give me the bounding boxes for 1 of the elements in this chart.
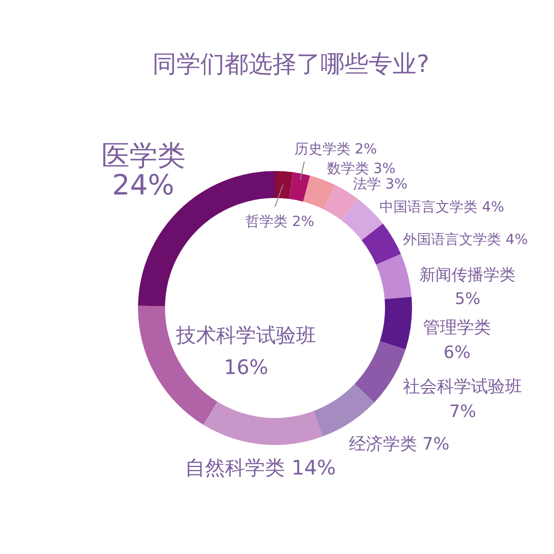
title: 同学们都选择了哪些专业? <box>152 50 430 78</box>
